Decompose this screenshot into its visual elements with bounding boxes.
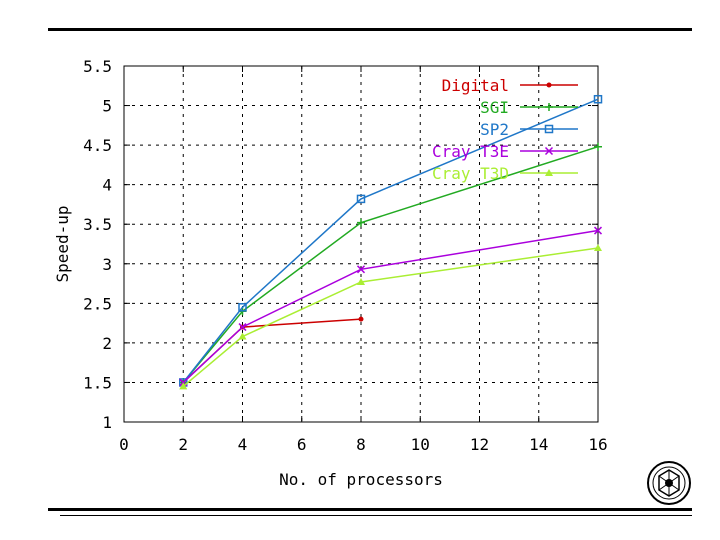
data-point: [593, 226, 603, 235]
data-point: [357, 218, 365, 227]
y-tick-label: 1.5: [83, 373, 112, 392]
y-tick-label: 4: [102, 176, 112, 195]
bottom-rule-thin: [60, 515, 692, 516]
data-point: [593, 94, 603, 104]
legend-label: SP2: [480, 120, 509, 139]
series-line: [182, 247, 599, 387]
data-point: [357, 277, 365, 285]
y-tick-label: 1: [102, 413, 112, 432]
legend-swatch-marker: [546, 82, 552, 88]
x-tick-label: 14: [529, 435, 548, 454]
series-line: [182, 145, 599, 383]
series-lines: [179, 94, 603, 390]
bottom-rule-thick: [48, 508, 692, 511]
y-tick-label: 2.5: [83, 294, 112, 313]
top-rule: [48, 28, 692, 31]
series-cray-t3d: [179, 243, 602, 390]
y-axis-ticks: 1 1.5 2 2.5 3 3.5 4 4.5 5 5.5: [83, 57, 598, 432]
data-point: [179, 382, 188, 390]
x-tick-label: 16: [588, 435, 607, 454]
x-axis-label: No. of processors: [279, 470, 443, 489]
y-tick-label: 5.5: [83, 57, 112, 76]
y-tick-label: 3: [102, 255, 112, 274]
y-tick-label: 2: [102, 334, 112, 353]
legend-label: Digital: [442, 76, 509, 95]
legend-swatch-marker: [545, 103, 553, 111]
y-axis-label: Speed-up: [53, 205, 72, 282]
data-point: [356, 194, 366, 204]
x-tick-label: 2: [178, 435, 188, 454]
legend-entry: SGI: [480, 98, 578, 117]
data-point: [238, 303, 247, 312]
legend-label: SGI: [480, 98, 509, 117]
y-tick-label: 4.5: [83, 136, 112, 155]
grid-lines: [124, 66, 598, 422]
legend-swatch-marker: [544, 124, 554, 134]
legend-entry: Digital: [442, 76, 578, 95]
data-point: [358, 316, 364, 322]
y-tick-label: 3.5: [83, 215, 112, 234]
data-point: [238, 323, 247, 332]
x-tick-label: 8: [356, 435, 366, 454]
data-point: [594, 243, 602, 251]
x-tick-label: 0: [119, 435, 129, 454]
x-axis-ticks: 0 2 4 6 8 10 12 14 16: [119, 66, 608, 454]
series-line: [182, 229, 599, 383]
x-tick-label: 10: [411, 435, 430, 454]
legend-label: Cray T3E: [432, 142, 509, 161]
legend-entry: SP2: [480, 120, 578, 139]
y-tick-label: 5: [102, 97, 112, 116]
data-point: [594, 142, 602, 151]
data-point: [238, 332, 247, 340]
legend: Digital SGI SP2 Cray T3E Cray T3D: [432, 76, 578, 183]
legend-entry: Cray T3E: [432, 142, 578, 161]
legend-label: Cray T3D: [432, 164, 509, 183]
university-seal-logo: [647, 461, 691, 505]
legend-swatch-marker: [544, 146, 554, 156]
data-point: [356, 265, 366, 274]
x-tick-label: 4: [238, 435, 248, 454]
x-tick-label: 6: [297, 435, 307, 454]
legend-swatch-marker: [545, 169, 553, 176]
series-line: [182, 98, 599, 383]
x-tick-label: 12: [470, 435, 489, 454]
legend-entry: Cray T3D: [432, 164, 578, 183]
